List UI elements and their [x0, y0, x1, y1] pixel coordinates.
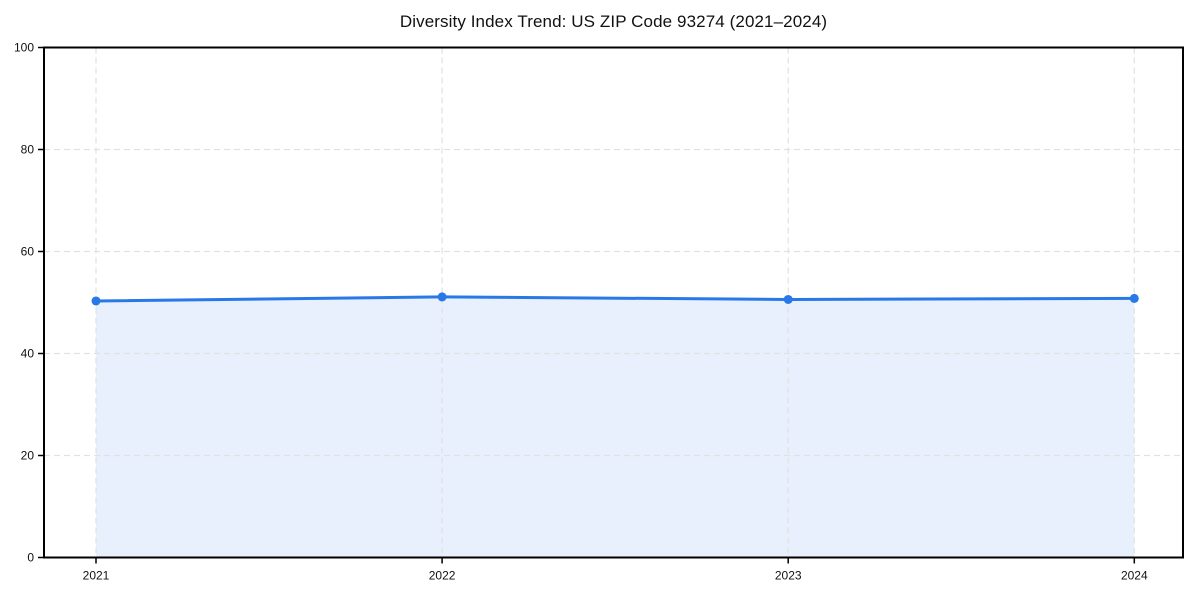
data-point	[437, 292, 447, 302]
y-tick-label: 20	[21, 449, 35, 463]
x-tick-label: 2023	[775, 569, 802, 583]
trend-line	[94, 295, 1136, 303]
x-tick-label: 2022	[429, 569, 456, 583]
y-tick-label: 40	[21, 347, 35, 361]
area-fill	[96, 296, 1135, 558]
data-point	[1129, 293, 1139, 303]
x-tick-label: 2021	[83, 569, 110, 583]
y-tick-label: 100	[14, 41, 34, 55]
x-tick-label: 2024	[1121, 569, 1148, 583]
data-point	[783, 294, 793, 304]
y-tick-label: 60	[21, 245, 35, 259]
y-tick-label: 0	[27, 551, 34, 565]
y-tick-label: 80	[21, 143, 35, 157]
chart-title: Diversity Index Trend: US ZIP Code 93274…	[399, 12, 828, 31]
plot-border	[43, 46, 1184, 559]
data-point	[91, 296, 101, 306]
